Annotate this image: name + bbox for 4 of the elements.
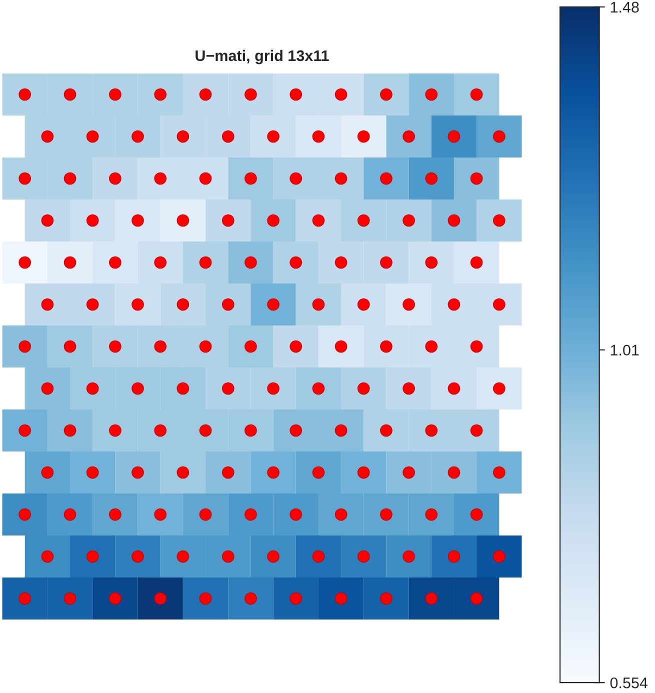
color-bar-label: 1.48 bbox=[610, 2, 639, 13]
chart-title: U−mati, grid 13x11 bbox=[196, 50, 329, 64]
color-bar-label: 1.01 bbox=[610, 344, 639, 356]
color-bar-label: 0.554 bbox=[610, 677, 648, 688]
